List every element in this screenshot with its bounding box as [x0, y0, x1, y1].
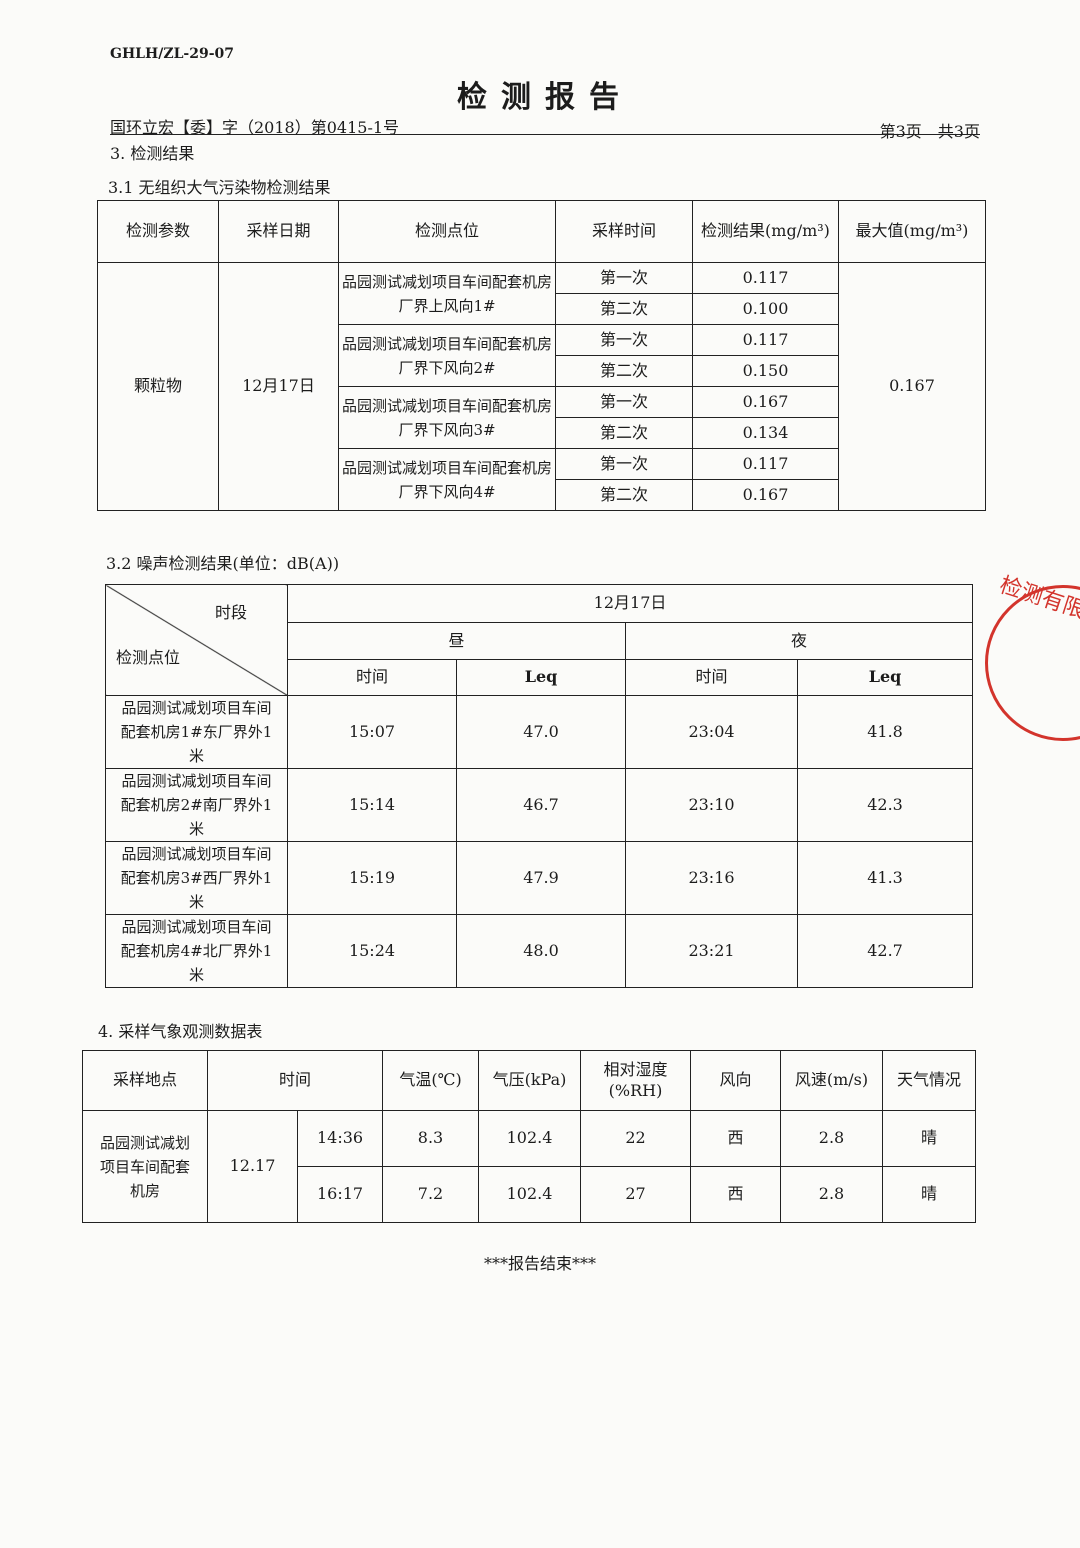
time: 14:36 [296, 1110, 384, 1167]
noise-point: 品园测试减划项目车间配套机房3#西厂界外1米 [105, 841, 288, 915]
wind-speed: 2.8 [780, 1110, 884, 1167]
sample-time: 第二次 [555, 479, 693, 511]
pressure: 102.4 [478, 1110, 582, 1167]
temp: 8.3 [382, 1110, 480, 1167]
sample-time: 第二次 [555, 293, 693, 325]
night-time: 23:04 [625, 695, 798, 769]
section-4-title: 4. 采样气象观测数据表 [98, 1022, 263, 1041]
weather-table: 采样地点 时间 气温(℃) 气压(kPa) 相对湿度(%RH) 风向 风速(m/… [82, 1050, 977, 1223]
noise-date: 12月17日 [286, 583, 974, 624]
param-cell: 颗粒物 [97, 262, 219, 511]
sample-time: 第一次 [555, 448, 693, 480]
page-title: 检测报告 [457, 80, 633, 115]
corner-top: 时段 [214, 603, 247, 622]
time: 16:17 [296, 1166, 384, 1223]
point-cell: 品园测试减划项目车间配套机房厂界下风向3# [338, 386, 556, 449]
day-leq-header: Leq [456, 658, 626, 697]
wind-dir: 西 [690, 1166, 782, 1223]
point-cell: 品园测试减划项目车间配套机房厂界下风向4# [338, 448, 556, 511]
th-point: 检测点位 [338, 200, 556, 263]
weather: 晴 [882, 1166, 977, 1223]
corner-bottom: 检测点位 [116, 648, 181, 668]
th-temp: 气温(℃) [382, 1050, 480, 1111]
wind-speed: 2.8 [780, 1166, 884, 1223]
night-time-header: 时间 [625, 658, 798, 697]
sample-time: 第一次 [555, 386, 693, 418]
section-32-title: 3.2 噪声检测结果(单位：dB(A)) [106, 554, 340, 573]
day-leq: 47.0 [456, 695, 626, 769]
th-wind-dir: 风向 [690, 1050, 782, 1111]
stamp-text: 检测有限公司 专用章 [996, 572, 1080, 660]
night-leq: 42.7 [796, 914, 974, 988]
sample-value: 0.167 [692, 386, 839, 418]
day-leq: 47.9 [456, 841, 626, 915]
sample-value: 0.117 [692, 262, 839, 294]
section-31-title: 3.1 无组织大气污染物检测结果 [108, 178, 331, 197]
day-header: 昼 [287, 622, 626, 660]
night-header: 夜 [624, 622, 974, 660]
th-result: 检测结果(mg/m³) [692, 200, 839, 263]
report-end: ***报告结束*** [483, 1254, 596, 1273]
th-time: 采样时间 [555, 200, 693, 263]
day-time: 15:24 [287, 914, 457, 988]
humidity: 27 [580, 1166, 692, 1223]
noise-point: 品园测试减划项目车间配套机房4#北厂界外1米 [105, 914, 288, 988]
th-wind-speed: 风速(m/s) [780, 1050, 884, 1111]
corner-header: 时段 检测点位 [105, 584, 288, 696]
night-time: 23:10 [625, 768, 798, 842]
th-max: 最大值(mg/m³) [838, 200, 986, 263]
header-divider [110, 134, 980, 135]
day-time: 15:14 [287, 768, 457, 842]
night-leq: 41.3 [796, 841, 974, 915]
sample-value: 0.117 [692, 324, 839, 356]
th-humidity: 相对湿度(%RH) [580, 1050, 692, 1111]
sample-value: 0.100 [692, 293, 839, 325]
sample-time: 第二次 [555, 417, 693, 449]
day-leq: 48.0 [456, 914, 626, 988]
humidity: 22 [580, 1110, 692, 1167]
day-time: 15:19 [287, 841, 457, 915]
pollutant-table: 检测参数 采样日期 检测点位 采样时间 检测结果(mg/m³) 最大值(mg/m… [97, 200, 986, 511]
day-leq: 46.7 [456, 768, 626, 842]
sample-value: 0.134 [692, 417, 839, 449]
night-time: 23:16 [625, 841, 798, 915]
noise-point: 品园测试减划项目车间配套机房2#南厂界外1米 [105, 768, 288, 842]
company-stamp: 检测有限公司 专用章 [985, 573, 1080, 741]
night-leq-header: Leq [796, 658, 974, 697]
sample-time: 第二次 [555, 355, 693, 387]
max-cell: 0.167 [838, 262, 986, 511]
date-cell: 12.17 [207, 1110, 298, 1223]
day-time-header: 时间 [287, 658, 457, 697]
sample-time: 第一次 [555, 262, 693, 294]
wind-dir: 西 [690, 1110, 782, 1167]
point-cell: 品园测试减划项目车间配套机房厂界下风向2# [338, 324, 556, 387]
night-leq: 41.8 [796, 695, 974, 769]
th-param: 检测参数 [97, 200, 219, 263]
sample-time: 第一次 [555, 324, 693, 356]
noise-table: 时段 检测点位 12月17日 昼 夜 时间 Leq 时间 Leq 品园测试减划项… [105, 583, 974, 988]
th-site: 采样地点 [82, 1050, 208, 1111]
temp: 7.2 [382, 1166, 480, 1223]
th-time: 时间 [206, 1050, 384, 1111]
night-time: 23:21 [625, 914, 798, 988]
night-leq: 42.3 [796, 768, 974, 842]
doc-number: 国环立宏【委】字（2018）第0415-1号 [110, 118, 400, 137]
page-info: 第3页 共3页 [879, 122, 980, 141]
form-code: GHLH/ZL-29-07 [110, 46, 235, 62]
th-weather: 天气情况 [882, 1050, 977, 1111]
site-cell: 品园测试减划项目车间配套机房 [82, 1110, 208, 1223]
point-cell: 品园测试减划项目车间配套机房厂界上风向1# [338, 262, 556, 325]
pressure: 102.4 [478, 1166, 582, 1223]
weather: 晴 [882, 1110, 977, 1167]
section-3-title: 3. 检测结果 [110, 144, 195, 163]
sample-value: 0.150 [692, 355, 839, 387]
day-time: 15:07 [287, 695, 457, 769]
sample-value: 0.167 [692, 479, 839, 511]
th-date: 采样日期 [218, 200, 339, 263]
sample-value: 0.117 [692, 448, 839, 480]
noise-point: 品园测试减划项目车间配套机房1#东厂界外1米 [105, 695, 288, 769]
date-cell: 12月17日 [218, 262, 339, 511]
th-pressure: 气压(kPa) [478, 1050, 582, 1111]
